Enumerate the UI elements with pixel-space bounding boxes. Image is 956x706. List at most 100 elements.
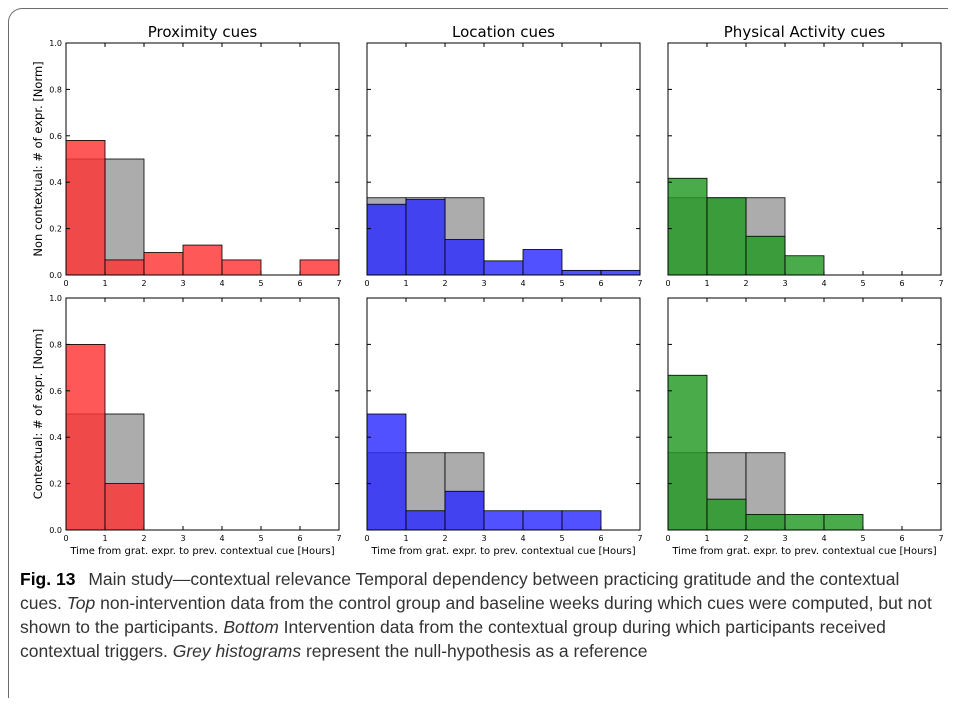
observed-bar-bottom-left-1 [104,483,145,531]
y-tick-label-top-left-1: 0.2 [49,225,62,234]
x-tick-label-top-left-1: 1 [102,279,107,288]
observed-bar-bottom-left-0 [65,343,106,531]
x-tick-label-top-middle-2: 2 [442,279,447,288]
observed-bar-top-right-0 [667,177,708,276]
figure-caption: Fig. 13 Main study—contextual relevance … [20,567,940,663]
x-tick-label-top-right-7: 7 [938,279,943,288]
x-tick-label-bottom-middle-2: 2 [442,534,447,543]
observed-bar-bottom-middle-4 [522,510,563,531]
x-tick-label-top-right-1: 1 [704,279,709,288]
x-axis-label-bottom-right: Time from grat. expr. to prev. contextua… [671,546,936,557]
caption-grey-word: Grey histograms [172,641,302,661]
observed-bar-top-middle-5 [561,269,602,276]
caption-bottom-word: Bottom [223,617,279,637]
observed-bar-top-middle-1 [405,199,446,276]
x-tick-label-bottom-right-7: 7 [938,534,943,543]
x-tick-label-top-left-6: 6 [297,279,302,288]
histogram-figure: 0 1 2 3 4 5 6 7 0.0 0.2 0.4 0.6 0.8 1.0 Proximity cues… [31,23,944,557]
observed-bar-bottom-middle-3 [483,510,524,531]
x-tick-label-bottom-right-6: 6 [899,534,904,543]
x-tick-label-bottom-middle-1: 1 [403,534,408,543]
panel-top-right: 0 1 2 3 4 5 6 7 Physical Activity cues [665,23,943,288]
axes-frame-top-right [667,42,942,276]
panel-title-top-right: Physical Activity cues [724,23,886,41]
y-tick-label-top-left-2: 0.4 [49,178,62,187]
caption-text-3: Intervention data from the contextual gr… [20,617,886,661]
y-axis-label-bottom-left: Contextual: # of expr. [Norm] [31,329,45,499]
x-tick-label-top-left-2: 2 [141,279,146,288]
x-tick-label-top-left-7: 7 [336,279,341,288]
x-tick-label-top-middle-7: 7 [637,279,642,288]
x-tick-label-bottom-left-7: 7 [336,534,341,543]
observed-bar-top-left-1 [104,259,145,276]
panel-top-middle: 0 1 2 3 4 5 6 7 Location cues [364,23,642,288]
observed-bar-top-middle-4 [522,249,563,276]
y-tick-label-bottom-left-1: 0.2 [49,480,62,489]
x-tick-label-top-middle-3: 3 [481,279,486,288]
panel-title-top-left: Proximity cues [148,23,258,41]
axes-frame-bottom-right [667,297,942,531]
x-tick-label-top-middle-0: 0 [364,279,369,288]
observed-bar-top-left-3 [182,244,223,276]
axes-frame-top-middle [366,42,641,276]
observed-bar-top-left-0 [65,140,106,276]
x-tick-label-bottom-left-6: 6 [297,534,302,543]
caption-top-word: Top [66,593,96,613]
x-tick-label-bottom-middle-7: 7 [637,534,642,543]
observed-bar-bottom-middle-2 [444,490,485,531]
x-tick-label-bottom-middle-6: 6 [598,534,603,543]
y-tick-label-top-left-0: 0.0 [49,271,62,280]
observed-bar-bottom-right-0 [667,374,708,531]
observed-bar-top-left-2 [143,252,184,276]
x-tick-label-bottom-right-2: 2 [743,534,748,543]
caption-text-2: non-intervention data from the control g… [20,593,932,637]
x-tick-label-top-left-5: 5 [258,279,263,288]
y-tick-label-bottom-left-4: 0.8 [49,340,62,349]
observed-bar-top-middle-6 [600,269,641,276]
observed-bar-bottom-middle-1 [405,510,446,531]
x-tick-label-bottom-left-5: 5 [258,534,263,543]
null-bar-top-left-1 [104,158,145,276]
x-tick-label-top-left-4: 4 [219,279,224,288]
x-tick-label-bottom-right-3: 3 [782,534,787,543]
x-tick-label-top-middle-4: 4 [520,279,525,288]
x-tick-label-bottom-middle-5: 5 [559,534,564,543]
x-tick-label-top-right-4: 4 [821,279,826,288]
x-tick-label-bottom-left-4: 4 [219,534,224,543]
observed-bar-bottom-middle-5 [561,510,602,531]
observed-bar-bottom-right-2 [745,514,786,531]
observed-bar-top-middle-0 [366,203,407,276]
x-tick-label-bottom-left-1: 1 [102,534,107,543]
y-tick-label-bottom-left-5: 1.0 [49,294,62,303]
x-tick-label-top-right-6: 6 [899,279,904,288]
observed-bar-top-left-6 [299,259,340,276]
y-tick-label-top-left-5: 1.0 [49,39,62,48]
axes-frame-top-left [65,42,340,276]
figure-frame [8,8,948,698]
x-tick-label-bottom-middle-4: 4 [520,534,525,543]
x-tick-label-bottom-left-2: 2 [141,534,146,543]
panel-title-top-middle: Location cues [452,23,555,41]
panel-top-left: 0 1 2 3 4 5 6 7 0.0 0.2 0.4 0.6 0.8 1.0 Proximity cues… [31,23,342,288]
x-tick-label-top-left-3: 3 [180,279,185,288]
y-axis-label-top-left: Non contextual: # of expr. [Norm] [31,61,45,256]
x-tick-label-bottom-left-3: 3 [180,534,185,543]
observed-bar-bottom-right-3 [784,514,825,531]
observed-bar-bottom-middle-0 [366,413,407,531]
caption-text-4: represent the null-hypothesis as a refer… [305,641,648,661]
y-tick-label-top-left-4: 0.8 [49,85,62,94]
x-tick-label-top-middle-1: 1 [403,279,408,288]
x-tick-label-top-right-0: 0 [665,279,670,288]
x-tick-label-bottom-left-0: 0 [63,534,68,543]
y-tick-label-top-left-3: 0.6 [49,132,62,141]
x-tick-label-bottom-right-1: 1 [704,534,709,543]
y-tick-label-bottom-left-2: 0.4 [49,433,62,442]
x-axis-label-bottom-left: Time from grat. expr. to prev. contextua… [69,546,334,557]
x-axis-label-bottom-middle: Time from grat. expr. to prev. contextua… [370,546,635,557]
x-tick-label-top-middle-5: 5 [559,279,564,288]
axes-frame-bottom-middle [366,297,641,531]
figure-label: Fig. 13 [20,569,76,589]
x-tick-label-bottom-right-5: 5 [860,534,865,543]
